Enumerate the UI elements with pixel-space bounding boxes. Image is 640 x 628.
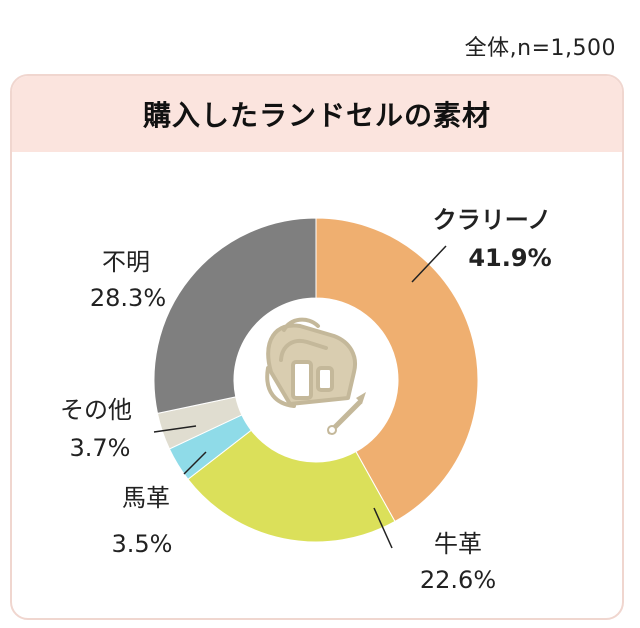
leader-line-3 bbox=[183, 451, 207, 475]
slice-label-2: 牛革 bbox=[434, 530, 482, 558]
leader-line-4 bbox=[153, 425, 197, 433]
slice-label-5: 不明 bbox=[102, 248, 150, 276]
leader-lines bbox=[153, 245, 447, 549]
slice-labels: クラリーノ 41.9% 牛革 22.6% 馬革 3.5% その他 3.7% 不明 28.3% bbox=[60, 206, 552, 594]
slice-label-4: その他 bbox=[60, 396, 132, 424]
slice-5 bbox=[153, 217, 317, 414]
slice-value-4: 3.7% bbox=[70, 434, 131, 462]
school-backpack-icon bbox=[265, 317, 366, 435]
slice-label-1: クラリーノ bbox=[433, 206, 552, 234]
slice-label-3: 馬革 bbox=[122, 484, 170, 512]
slice-value-2: 22.6% bbox=[420, 566, 496, 594]
slice-value-5: 28.3% bbox=[90, 284, 166, 312]
leader-line-2 bbox=[373, 507, 393, 549]
slice-value-3: 3.5% bbox=[112, 530, 173, 558]
sample-size-note: 全体,n=1,500 bbox=[464, 36, 616, 61]
chart-header: 購入したランドセルの素材 bbox=[12, 76, 622, 152]
leader-line-1 bbox=[411, 245, 447, 283]
slice-value-1: 41.9% bbox=[468, 244, 551, 272]
chart-title: 購入したランドセルの素材 bbox=[142, 99, 491, 132]
